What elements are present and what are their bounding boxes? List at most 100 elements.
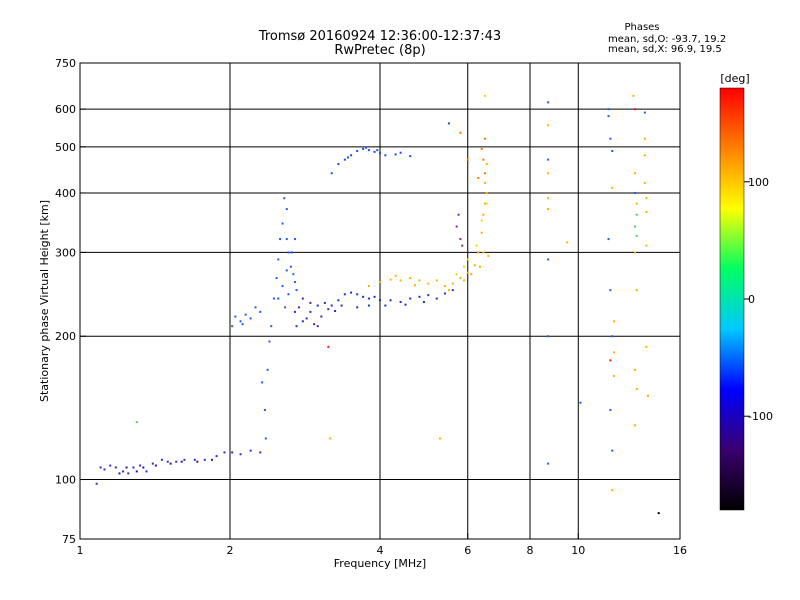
data-point	[261, 381, 264, 384]
data-point	[455, 225, 458, 228]
data-point	[266, 368, 269, 371]
data-point	[215, 455, 218, 458]
data-point	[281, 222, 284, 225]
data-point	[484, 202, 487, 205]
data-point	[480, 219, 483, 222]
data-point	[350, 291, 353, 294]
data-point	[249, 317, 252, 320]
data-point	[329, 437, 332, 440]
data-point	[139, 464, 142, 467]
data-point	[284, 306, 287, 309]
data-point	[231, 451, 234, 454]
x-tick-label: 6	[464, 544, 471, 557]
data-point	[394, 274, 397, 277]
data-point	[103, 468, 106, 471]
data-point	[389, 278, 392, 281]
data-point	[607, 108, 610, 111]
chart-subtitle: RwPretec (8p)	[334, 43, 425, 58]
data-point	[239, 320, 242, 323]
data-point	[320, 315, 323, 318]
data-point	[566, 241, 569, 244]
data-point	[404, 303, 407, 306]
y-tick-label: 750	[55, 57, 76, 70]
data-point	[643, 111, 646, 114]
data-point	[435, 297, 438, 300]
x-tick-label: 1	[77, 544, 84, 557]
data-point	[293, 238, 296, 241]
data-point	[379, 299, 381, 302]
data-point	[305, 317, 308, 320]
data-point	[435, 279, 438, 282]
data-point	[241, 323, 244, 326]
data-point	[427, 294, 430, 297]
data-point	[611, 489, 614, 492]
data-point	[470, 273, 473, 276]
data-point	[277, 258, 280, 261]
colorbar-ticks: 100 0 -100	[744, 176, 773, 423]
data-point	[254, 306, 257, 309]
data-point	[399, 151, 402, 154]
data-point	[463, 279, 466, 282]
data-point	[367, 297, 370, 300]
data-point	[183, 458, 186, 461]
data-point	[277, 297, 280, 300]
data-point	[484, 181, 487, 184]
y-tick-label: 75	[62, 533, 76, 546]
data-point	[323, 301, 326, 304]
data-point	[365, 146, 368, 149]
data-point	[203, 458, 206, 461]
data-point	[646, 394, 649, 397]
data-point	[166, 460, 169, 463]
data-point	[418, 295, 421, 298]
data-point	[327, 308, 330, 311]
data-point	[643, 137, 646, 140]
data-point	[484, 94, 487, 97]
data-point	[340, 304, 343, 307]
data-point	[443, 285, 446, 288]
data-point	[285, 208, 288, 211]
data-point	[356, 293, 359, 296]
data-point	[439, 437, 442, 440]
data-point	[459, 238, 462, 241]
data-point	[466, 258, 469, 261]
data-point	[301, 320, 304, 323]
data-point	[272, 297, 275, 300]
data-point	[634, 172, 637, 175]
data-point	[547, 101, 550, 104]
data-point	[151, 462, 154, 465]
data-point	[109, 464, 112, 467]
data-point	[634, 424, 637, 427]
y-tick-label: 300	[55, 246, 76, 259]
y-tick-label: 400	[55, 187, 76, 200]
data-point	[547, 172, 550, 175]
data-point	[376, 149, 379, 152]
data-point	[193, 458, 196, 461]
data-point	[145, 470, 148, 473]
data-point	[607, 238, 610, 241]
data-point	[356, 306, 359, 309]
y-axis-label: Stationary phase Virtual Height [km]	[38, 200, 51, 402]
data-point	[634, 368, 637, 371]
data-point	[611, 449, 614, 452]
data-point	[313, 323, 316, 326]
data-point	[547, 462, 550, 465]
data-point	[547, 197, 550, 200]
data-point	[330, 172, 333, 175]
data-point	[292, 273, 295, 276]
data-point	[409, 155, 412, 158]
data-point	[611, 335, 614, 338]
data-point	[635, 213, 638, 216]
data-point	[613, 320, 616, 323]
x-tick-label: 8	[527, 544, 534, 557]
colorbar-tick-label: 0	[748, 293, 755, 306]
data-point	[295, 325, 298, 328]
data-point	[645, 345, 648, 348]
data-point	[95, 482, 98, 485]
data-point	[239, 453, 242, 456]
data-point	[210, 458, 213, 461]
data-point	[287, 251, 290, 254]
data-point	[169, 462, 172, 465]
data-point	[609, 137, 612, 140]
data-point	[609, 289, 612, 292]
